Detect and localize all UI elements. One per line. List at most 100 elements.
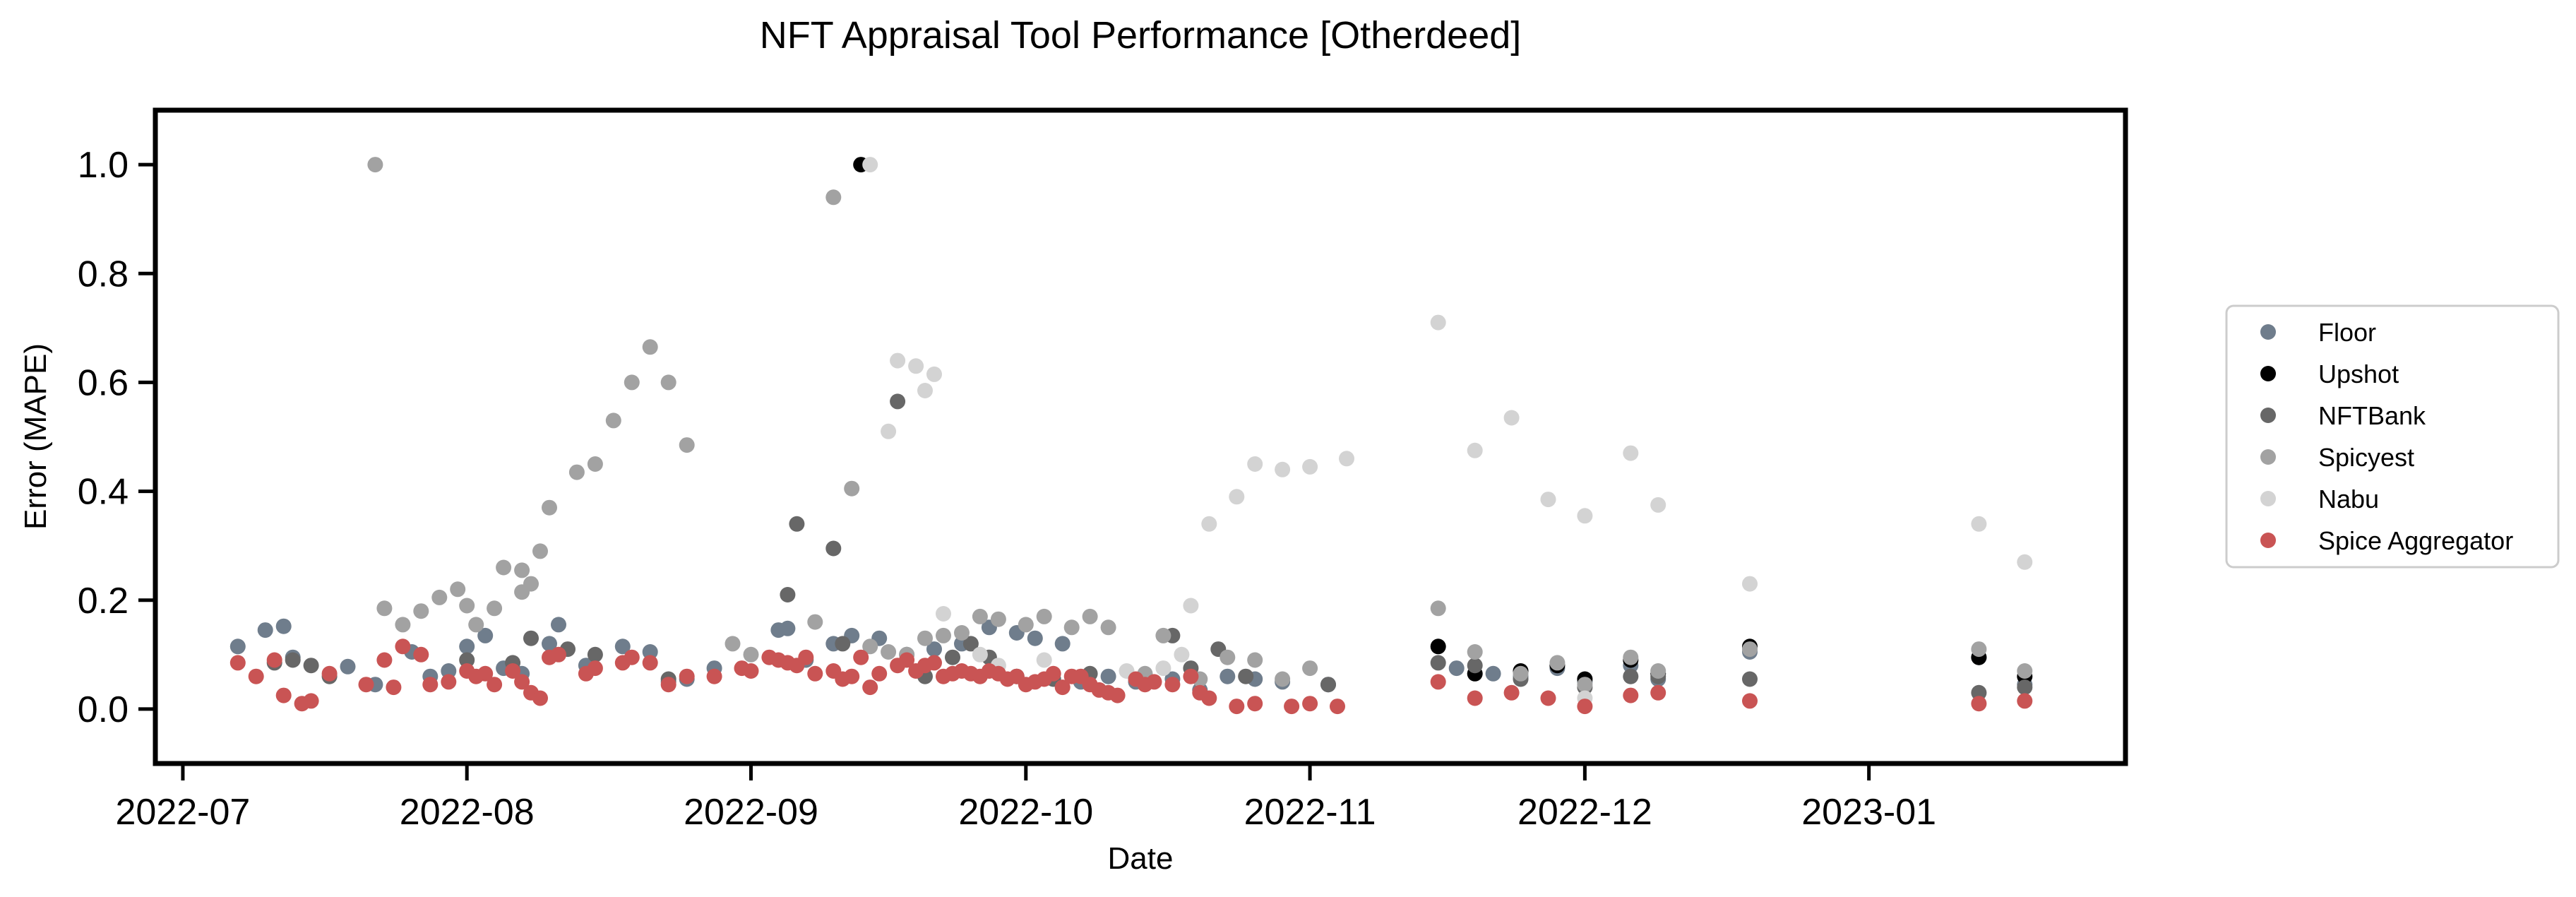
point-nabu-6 (936, 606, 951, 622)
point-floor-2 (275, 618, 292, 634)
point-spicyest-23 (743, 646, 759, 663)
y-tick-label-2: 0.4 (78, 472, 129, 513)
point-spicyest-9 (496, 559, 512, 576)
point-spicyest-54 (1742, 641, 1758, 658)
point-spice-aggregator-16 (477, 665, 494, 682)
point-spice-aggregator-81 (1302, 696, 1318, 712)
point-spice-aggregator-44 (862, 679, 878, 696)
point-nftbank-2 (303, 658, 319, 674)
point-spice-aggregator-12 (422, 677, 439, 693)
point-spicyest-47 (1430, 600, 1446, 617)
point-spicyest-26 (844, 480, 860, 497)
point-spicyest-37 (1063, 619, 1080, 636)
point-spicyest-13 (532, 543, 548, 559)
point-nabu-28 (1971, 516, 1987, 532)
legend-marker-floor (2260, 324, 2276, 340)
point-nabu-5 (926, 366, 942, 382)
point-spicyest-52 (1623, 649, 1639, 665)
point-spicyest-32 (954, 625, 970, 641)
x-tick-label-0: 2022-07 (116, 792, 251, 833)
x-tick-label-2: 2022-09 (684, 792, 818, 833)
point-spice-aggregator-19 (514, 674, 530, 690)
point-spice-aggregator-33 (743, 663, 759, 679)
point-nabu-21 (1467, 442, 1483, 458)
point-spice-aggregator-47 (899, 652, 915, 668)
point-spicyest-36 (1036, 608, 1052, 624)
point-spicyest-27 (862, 638, 878, 655)
point-nabu-25 (1623, 445, 1639, 461)
point-spice-aggregator-25 (587, 660, 603, 677)
x-axis: 2022-07 2022-08 2022-09 2022-10 2022-11 2022-… (116, 764, 1936, 833)
point-nftbank-12 (825, 540, 842, 557)
legend-marker-upshot (2260, 366, 2276, 381)
point-nabu-2 (890, 352, 906, 369)
point-nftbank-11 (789, 516, 805, 532)
point-floor-28 (926, 641, 942, 658)
point-spicyest-55 (1971, 641, 1987, 658)
point-nabu-18 (1302, 458, 1318, 475)
point-nabu-16 (1247, 456, 1263, 472)
plot-points (229, 157, 2033, 715)
point-spice-aggregator-92 (2017, 693, 2033, 709)
y-tick-label-5: 1.0 (78, 145, 129, 186)
point-spicyest-16 (587, 456, 603, 472)
point-floor-1 (257, 622, 273, 638)
legend-frame (2225, 304, 2560, 569)
point-spice-aggregator-85 (1503, 684, 1520, 701)
point-spice-aggregator-63 (1045, 665, 1061, 682)
legend-marker-nftbank (2260, 408, 2276, 423)
point-spice-aggregator-30 (679, 668, 695, 684)
point-spicyest-30 (917, 630, 933, 646)
point-spicyest-25 (825, 189, 842, 206)
point-spicyest-21 (679, 437, 695, 453)
point-spice-aggregator-28 (642, 655, 658, 671)
point-spice-aggregator-3 (275, 687, 292, 703)
y-tick-label-0: 0.0 (78, 689, 129, 730)
point-nftbank-13 (835, 636, 851, 652)
point-spice-aggregator-17 (487, 677, 503, 693)
point-nftbank-34 (1971, 684, 1987, 701)
point-nabu-7 (972, 646, 988, 663)
point-spicyest-18 (624, 374, 640, 391)
point-nabu-15 (1229, 489, 1245, 505)
point-floor-16 (614, 638, 631, 655)
x-tick-label-5: 2022-12 (1517, 792, 1652, 833)
point-floor-4 (340, 658, 356, 675)
point-floor-43 (1448, 660, 1465, 677)
point-spice-aggregator-45 (871, 665, 888, 682)
legend-marker-nabu (2260, 491, 2276, 506)
x-tick-label-4: 2022-11 (1244, 792, 1376, 833)
y-axis-label: Error (MAPE) (18, 343, 53, 530)
point-spice-aggregator-87 (1577, 699, 1593, 715)
point-spicyest-19 (642, 339, 658, 355)
point-spice-aggregator-13 (441, 674, 457, 690)
point-spicyest-2 (395, 617, 411, 633)
point-spice-aggregator-0 (229, 655, 246, 671)
point-spicyest-4 (431, 589, 448, 605)
point-spicyest-22 (724, 636, 741, 652)
point-spicyest-3 (413, 603, 429, 619)
point-spicyest-48 (1467, 644, 1483, 660)
legend: Floor Upshot NFTBank Spicyest Nabu Spice Aggr… (2225, 304, 2560, 569)
point-spicyest-17 (605, 412, 621, 429)
point-spice-aggregator-89 (1650, 684, 1666, 701)
legend-label-upshot: Upshot (2318, 360, 2399, 388)
point-spicyest-24 (807, 614, 823, 630)
point-floor-13 (542, 636, 557, 652)
y-tick-label-1: 0.2 (78, 581, 129, 622)
point-nftbank-8 (587, 646, 603, 663)
point-floor-0 (229, 638, 246, 655)
point-spice-aggregator-7 (358, 677, 374, 693)
x-axis-label: Date (1108, 841, 1174, 876)
point-spice-aggregator-29 (660, 677, 676, 693)
point-floor-39 (1220, 668, 1236, 684)
legend-label-spice-aggregator: Spice Aggregator (2318, 526, 2513, 555)
point-spicyest-35 (1018, 617, 1034, 633)
point-spice-aggregator-6 (321, 665, 338, 682)
point-floor-8 (441, 663, 457, 679)
point-spice-aggregator-31 (706, 668, 722, 684)
point-spicyest-33 (972, 608, 988, 624)
point-spicyest-41 (1155, 627, 1171, 643)
legend-entries: Floor Upshot NFTBank Spicyest Nabu Spice Aggr… (2260, 318, 2513, 555)
